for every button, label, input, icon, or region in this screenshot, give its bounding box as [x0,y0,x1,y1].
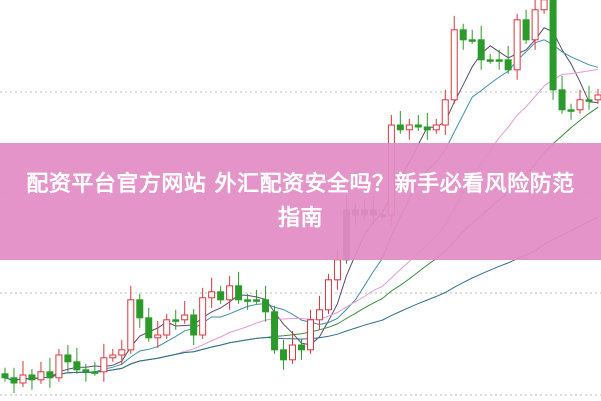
candle-body [46,371,54,379]
candle-body [576,99,584,111]
candle-body [333,259,341,281]
candle-body [217,291,225,301]
candle-body [459,29,467,41]
candle-body [315,309,323,321]
candle-body [136,299,144,319]
candle-body [19,374,27,384]
candle-body [172,319,180,322]
candle-body [271,311,279,351]
candle-body [405,124,413,131]
candle-body [423,126,431,131]
candle-body [91,371,99,374]
candle-body [163,319,171,336]
candle-body [109,354,117,359]
candle-body [504,59,512,71]
candle-body [73,361,81,371]
candle-body [181,314,189,321]
candle-body [540,0,548,11]
candle-body [522,19,530,41]
candle-body [253,299,261,302]
candle-body [441,99,449,126]
candle-body [324,279,332,311]
candle-body [468,39,476,42]
candle-body [37,371,45,381]
candle-body [486,59,494,62]
candle-body [531,9,539,41]
candle-body [262,299,270,313]
candle-body [10,377,18,384]
candle-body [594,94,601,101]
candle-body [396,124,404,131]
candle-body [82,369,90,373]
candle-body [127,299,135,351]
candle-body [513,19,521,71]
candle-body [306,319,314,351]
candle-body [280,349,288,361]
candle-body [118,349,126,356]
candle-body [235,285,243,301]
candle-body [145,317,153,339]
candle-body [226,285,234,301]
candle-body [1,373,9,379]
candle-body [208,291,216,299]
candle-body [64,354,72,363]
title-banner: 配资平台官方网站 外汇配资安全吗？新手必看风险防范指南 [0,143,601,260]
candle-body [567,109,575,112]
candle-body [244,299,252,302]
candle-body [450,29,458,101]
candle-body [28,374,36,381]
candle-body [495,59,503,62]
candle-body [558,89,566,111]
candle-body [549,0,557,91]
candle-body [477,39,485,61]
candle-body [298,344,305,351]
candle-body [585,99,593,102]
candle-body [432,124,440,131]
candle-body [55,354,63,379]
candle-body [154,334,162,339]
candle-body [289,344,297,361]
candle-body [414,124,422,128]
candle-body [190,314,198,336]
article-title: 配资平台官方网站 外汇配资安全吗？新手必看风险防范指南 [26,171,575,231]
candle-body [100,357,108,373]
candle-body [199,297,207,336]
